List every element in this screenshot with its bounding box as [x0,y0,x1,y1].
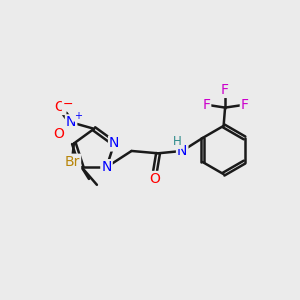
Text: N: N [109,136,119,150]
Text: F: F [202,98,210,112]
Text: N: N [177,144,188,158]
Text: O: O [55,100,65,114]
Text: N: N [101,160,112,174]
Text: O: O [149,172,160,186]
Text: F: F [241,98,249,112]
Text: F: F [221,83,229,97]
Text: O: O [53,127,64,140]
Text: H: H [172,135,181,148]
Text: Br: Br [65,155,80,169]
Text: −: − [63,98,74,111]
Text: +: + [74,111,82,121]
Text: N: N [66,115,76,129]
